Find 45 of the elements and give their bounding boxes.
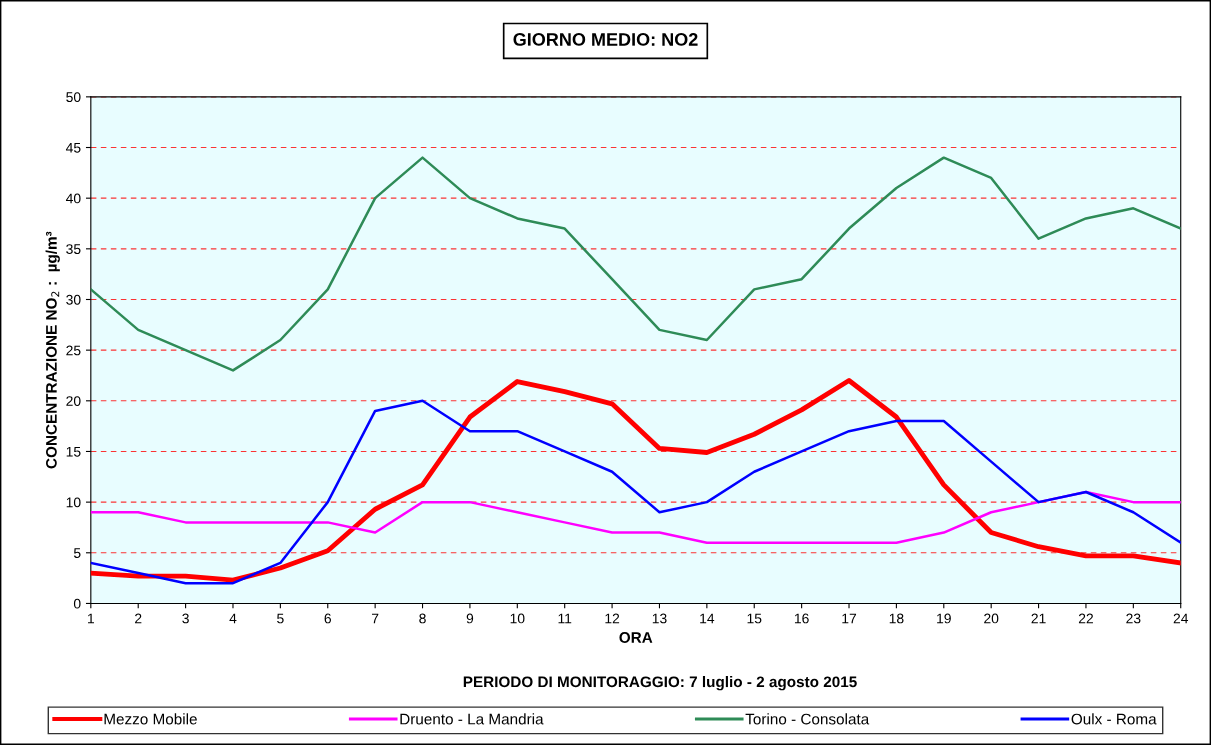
x-tick-label: 21 <box>1031 613 1046 624</box>
y-tick-label: 15 <box>66 446 81 457</box>
y-tick-label: 20 <box>66 396 81 406</box>
x-tick-label: 17 <box>842 613 857 624</box>
x-tick-label: 19 <box>937 613 951 624</box>
x-tick-label: 24 <box>1173 613 1189 624</box>
x-tick-label: 18 <box>889 613 904 624</box>
legend-label: Mezzo Mobile <box>104 713 197 725</box>
x-tick-label: 8 <box>419 613 426 624</box>
x-tick-label: 23 <box>1126 613 1141 624</box>
x-tick-label: 16 <box>794 613 809 624</box>
x-tick-label: 10 <box>510 613 525 624</box>
y-axis-title: CONCENTRAZIONE NO$_{2}$ : µg/m³ <box>45 231 60 469</box>
x-tick-label: 11 <box>558 613 572 624</box>
line-series <box>90 156 1181 372</box>
chart-title: GIORNO MEDIO: NO2 <box>513 33 698 46</box>
legend-label: Oulx - Roma <box>1071 713 1157 725</box>
y-tick-label: 10 <box>66 497 81 508</box>
x-tick-label: 20 <box>984 613 999 624</box>
x-tick-label: 4 <box>229 613 237 624</box>
x-tick-label: 1 <box>88 613 95 624</box>
y-tick-label: 0 <box>73 598 81 609</box>
y-tick-label: 30 <box>66 294 81 305</box>
x-tick-label: 2 <box>135 613 142 624</box>
legend-label: Druento - La Mandria <box>400 713 544 725</box>
x-tick-label: 13 <box>652 613 667 624</box>
y-tick-label: 35 <box>66 244 81 254</box>
y-tick-label: 25 <box>66 345 81 356</box>
x-tick-label: 5 <box>277 613 284 624</box>
y-tick-label: 50 <box>66 92 81 103</box>
x-tick-label: 3 <box>182 613 189 624</box>
line-series <box>90 490 1181 544</box>
x-tick-label: 9 <box>466 613 474 624</box>
x-tick-label: 15 <box>747 613 762 624</box>
x-axis-title: ORA <box>619 632 653 643</box>
x-tick-label: 6 <box>324 613 332 624</box>
x-tick-label: 7 <box>372 613 379 624</box>
y-tick-label: 45 <box>65 142 81 153</box>
y-tick-label: 40 <box>65 193 81 204</box>
x-tick-label: 12 <box>605 613 620 624</box>
y-tick-label: 5 <box>73 548 81 558</box>
legend-label: Torino - Consolata <box>745 713 870 725</box>
x-tick-label: 14 <box>700 613 715 624</box>
x-tick-label: 22 <box>1078 613 1093 624</box>
text: PERIODO DI MONITORAGGIO: 7 luglio - 2 agosto 2015 <box>463 676 857 691</box>
